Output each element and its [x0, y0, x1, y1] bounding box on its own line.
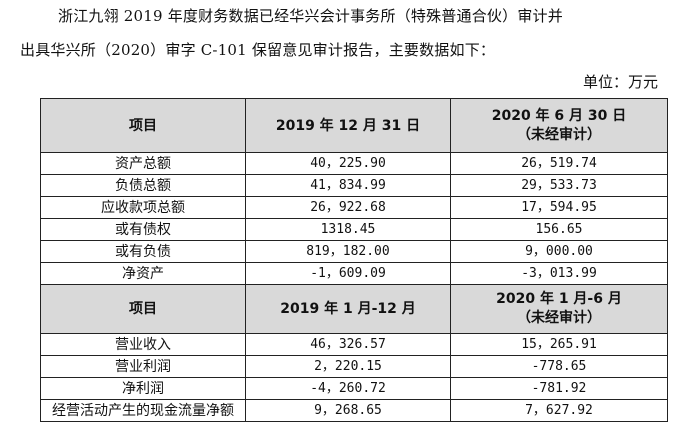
table-row: 净利润 -4，260.72 -781.92: [40, 377, 668, 400]
row-label: 或有债权: [40, 218, 246, 241]
row-value-2: 26，519.74: [450, 152, 668, 175]
row-value-2: -781.92: [450, 377, 668, 400]
table-row: 应收款项总额 26，922.68 17，594.95: [40, 196, 668, 219]
row-value-2: 29，533.73: [450, 174, 668, 197]
header-period-2-date: 2020 年 1 月-6 月: [496, 291, 622, 307]
intro-line-1: 浙江九翎 2019 年度财务数据已经华兴会计事务所（特殊普通合伙）审计并: [58, 7, 563, 25]
table-row: 或有负债 819，182.00 9，000.00: [40, 240, 668, 263]
row-value-2: 7，627.92: [450, 399, 668, 422]
row-label: 或有负债: [40, 240, 246, 263]
row-label: 应收款项总额: [40, 196, 246, 219]
row-value-2: -778.65: [450, 355, 668, 378]
row-value-2: 156.65: [450, 218, 668, 241]
row-value-2: -3，013.99: [450, 262, 668, 285]
table-row: 净资产 -1，609.09 -3，013.99: [40, 262, 668, 285]
row-value-1: 41，834.99: [245, 174, 451, 197]
row-value-1: -4，260.72: [245, 377, 451, 400]
table-row: 营业收入 46，326.57 15，265.91: [40, 333, 668, 356]
header-period-2-note: （未经审计）: [517, 126, 601, 143]
row-label: 营业收入: [40, 333, 246, 356]
table-row: 资产总额 40，225.90 26，519.74: [40, 152, 668, 175]
financial-data-table: 项目 2019 年 12 月 31 日 2020 年 6 月 30 日 （未经审…: [40, 98, 668, 422]
unit-label: 单位：万元: [582, 73, 658, 91]
header-item: 项目: [40, 98, 246, 153]
row-value-1: 40，225.90: [245, 152, 451, 175]
header-period-1: 2019 年 1 月-12 月: [245, 284, 451, 334]
row-value-1: -1，609.09: [245, 262, 451, 285]
balance-header-row: 项目 2019 年 12 月 31 日 2020 年 6 月 30 日 （未经审…: [40, 98, 668, 153]
row-label: 营业利润: [40, 355, 246, 378]
row-value-1: 2，220.15: [245, 355, 451, 378]
table-row: 营业利润 2，220.15 -778.65: [40, 355, 668, 378]
intro-line-2: 出具华兴所（2020）审字 C-101 保留意见审计报告，主要数据如下：: [20, 41, 496, 59]
row-label: 净资产: [40, 262, 246, 285]
header-period-2: 2020 年 6 月 30 日 （未经审计）: [450, 98, 668, 153]
header-period-1: 2019 年 12 月 31 日: [245, 98, 451, 153]
header-period-2-note: （未经审计）: [517, 310, 601, 326]
row-label: 经营活动产生的现金流量净额: [40, 399, 246, 422]
row-value-2: 15，265.91: [450, 333, 668, 356]
row-value-1: 26，922.68: [245, 196, 451, 219]
row-value-2: 17，594.95: [450, 196, 668, 219]
table-row: 或有债权 1318.45 156.65: [40, 218, 668, 241]
income-header-row: 项目 2019 年 1 月-12 月 2020 年 1 月-6 月 （未经审计）: [40, 284, 668, 334]
row-value-1: 9，268.65: [245, 399, 451, 422]
row-value-1: 1318.45: [245, 218, 451, 241]
header-period-2: 2020 年 1 月-6 月 （未经审计）: [450, 284, 668, 334]
header-item: 项目: [40, 284, 246, 334]
table-row: 经营活动产生的现金流量净额 9，268.65 7，627.92: [40, 399, 668, 422]
row-label: 负债总额: [40, 174, 246, 197]
table-row: 负债总额 41，834.99 29，533.73: [40, 174, 668, 197]
row-label: 净利润: [40, 377, 246, 400]
row-value-2: 9，000.00: [450, 240, 668, 263]
row-value-1: 46，326.57: [245, 333, 451, 356]
row-value-1: 819，182.00: [245, 240, 451, 263]
row-label: 资产总额: [40, 152, 246, 175]
header-period-2-date: 2020 年 6 月 30 日: [491, 107, 627, 124]
